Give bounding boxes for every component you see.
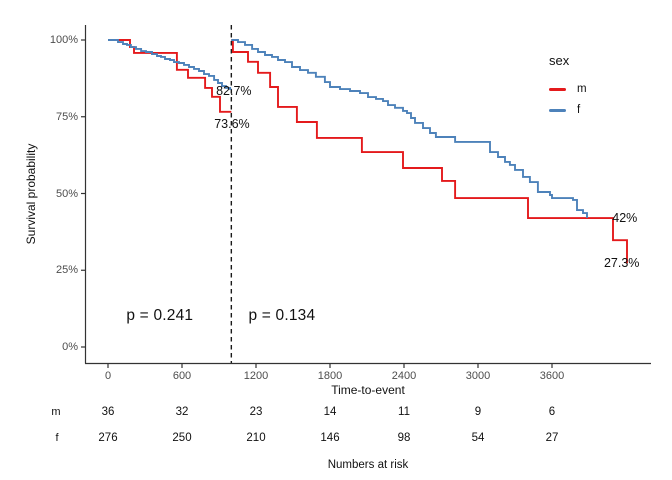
axis-lines <box>84 25 651 365</box>
survival-curve-f-pre-landmark <box>108 39 232 91</box>
survival-curve-f-post-landmark <box>231 39 588 219</box>
survival-curve-m-post-landmark <box>231 39 628 264</box>
